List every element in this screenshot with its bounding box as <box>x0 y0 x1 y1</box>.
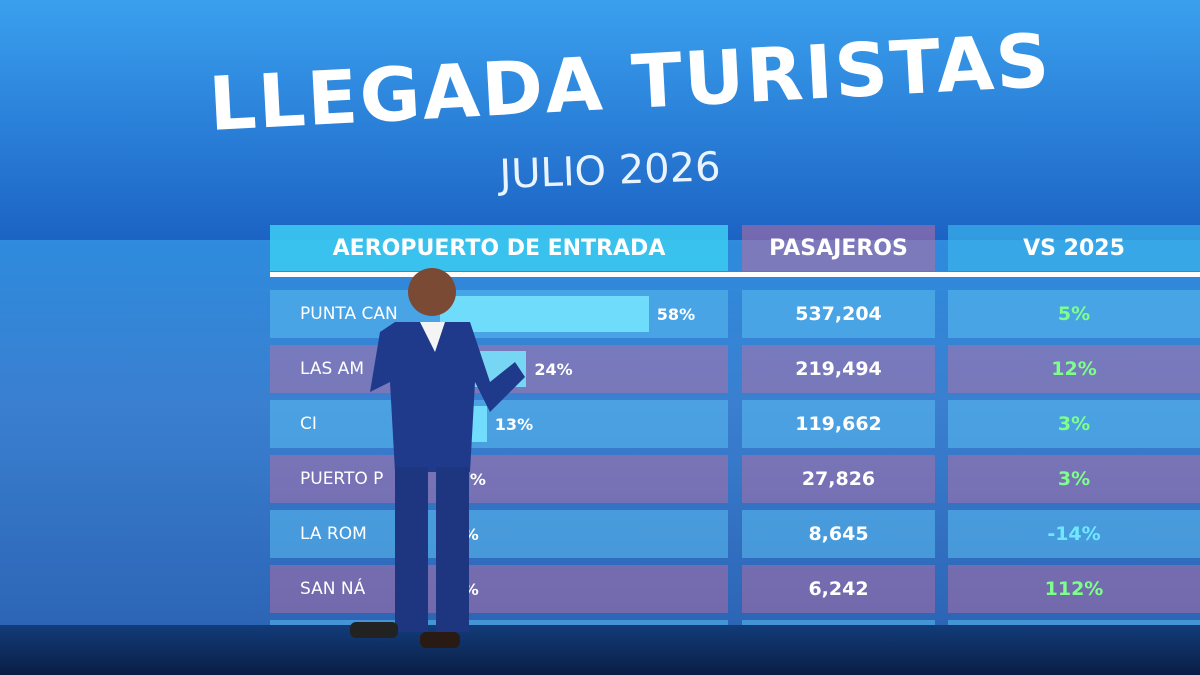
column-header: PASAJEROS <box>742 225 935 271</box>
column-header: VS 2025 <box>948 225 1200 271</box>
airport-name: PUERTO P <box>270 455 728 503</box>
vs-2025: 5% <box>948 290 1200 338</box>
vs-2025: 12% <box>948 345 1200 393</box>
speaker <box>350 268 525 648</box>
passengers: 119,662 <box>742 400 935 448</box>
vs-2025: 112% <box>948 565 1200 613</box>
passengers: 8,645 <box>742 510 935 558</box>
share-label: 13% <box>494 414 534 434</box>
header-rule <box>270 272 1200 277</box>
vs-2025: 3% <box>948 400 1200 448</box>
passengers: 537,204 <box>742 290 935 338</box>
stage-floor <box>0 625 1200 675</box>
passengers: 27,826 <box>742 455 935 503</box>
airport-name: CI <box>270 400 728 448</box>
share-label: 24% <box>534 359 573 379</box>
column-header: AEROPUERTO DE ENTRADA <box>270 225 728 271</box>
vs-2025: -14% <box>948 510 1200 558</box>
screen-top <box>0 0 1200 240</box>
passengers: 6,242 <box>742 565 935 613</box>
share-label: 58% <box>656 304 696 324</box>
share-bar <box>440 296 649 332</box>
airport-name: SAN NÁ <box>270 565 728 613</box>
passengers: 219,494 <box>742 345 935 393</box>
vs-2025: 3% <box>948 455 1200 503</box>
airport-name: LA ROM <box>270 510 728 558</box>
